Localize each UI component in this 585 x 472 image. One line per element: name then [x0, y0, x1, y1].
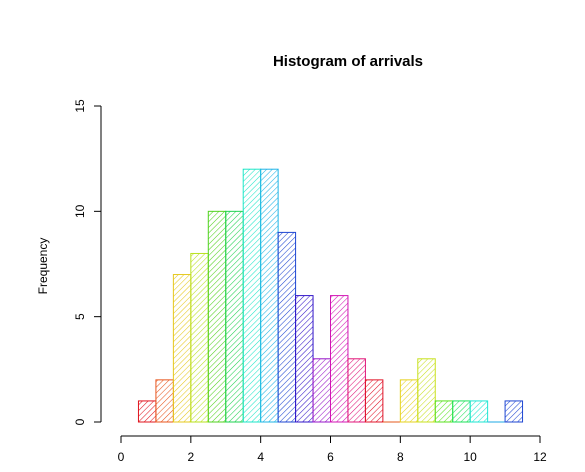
- y-tick-label: 10: [73, 204, 87, 218]
- histogram-bar-13: [364, 379, 384, 423]
- histogram-bar-12: [347, 358, 366, 423]
- y-axis: 0 5 10 15: [73, 99, 102, 425]
- x-tick-label: 10: [463, 450, 477, 464]
- histogram-bar-3: [190, 252, 209, 423]
- x-tick-label: 12: [533, 450, 547, 464]
- histogram-bar-18: [452, 400, 471, 423]
- histogram-bar-6: [242, 168, 262, 423]
- histogram-bar-19: [469, 400, 489, 423]
- histogram-bar-7: [260, 168, 279, 423]
- histogram-bar-16: [417, 358, 436, 423]
- chart-title: Histogram of arrivals: [273, 53, 423, 70]
- histogram-bar-5: [225, 210, 244, 423]
- histogram-bar-1: [155, 379, 174, 423]
- histogram-bar-9: [295, 295, 314, 423]
- x-axis: 0 2 4 6 8 10 12: [118, 435, 547, 464]
- histogram-bar-0: [137, 400, 157, 423]
- y-tick-label: 0: [73, 418, 87, 425]
- x-tick-label: 8: [397, 450, 404, 464]
- x-tick-label: 4: [257, 450, 264, 464]
- x-tick-label: 2: [187, 450, 194, 464]
- y-tick-label: 15: [73, 99, 87, 113]
- histogram-bar-15: [399, 379, 419, 423]
- y-tick-label: 5: [73, 313, 87, 320]
- x-tick-label: 6: [327, 450, 334, 464]
- histogram-bar-10: [312, 358, 331, 423]
- histogram-bar-21: [504, 400, 524, 423]
- histogram-bar-4: [207, 210, 227, 423]
- histogram-bar-2: [172, 274, 192, 423]
- y-axis-label: Frequency: [36, 238, 50, 295]
- histogram-bar-11: [330, 295, 349, 423]
- x-tick-label: 0: [118, 450, 125, 464]
- histogram-bars: [137, 168, 524, 423]
- histogram-bar-17: [434, 400, 454, 423]
- histogram-bar-8: [277, 231, 297, 423]
